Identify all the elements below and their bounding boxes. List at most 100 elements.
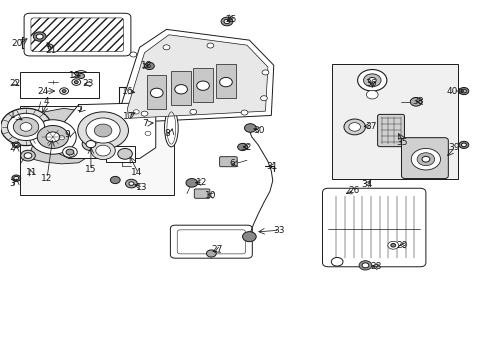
Circle shape <box>150 88 163 98</box>
Circle shape <box>20 150 35 161</box>
Circle shape <box>14 176 19 180</box>
Circle shape <box>86 118 120 143</box>
Text: 4: 4 <box>43 97 49 106</box>
FancyBboxPatch shape <box>170 225 252 258</box>
Text: 14: 14 <box>131 168 142 177</box>
Bar <box>105 146 135 162</box>
Text: 36: 36 <box>365 80 376 89</box>
Text: 5: 5 <box>76 104 82 113</box>
Circle shape <box>14 143 18 146</box>
Circle shape <box>74 81 78 84</box>
Text: 10: 10 <box>204 190 216 199</box>
Text: 30: 30 <box>253 126 264 135</box>
Circle shape <box>461 143 466 147</box>
Text: 38: 38 <box>412 97 424 106</box>
FancyBboxPatch shape <box>194 189 209 198</box>
Text: 21: 21 <box>45 46 57 55</box>
Text: 34: 34 <box>361 180 372 189</box>
Circle shape <box>242 231 256 242</box>
Circle shape <box>421 156 429 162</box>
Ellipse shape <box>164 109 178 147</box>
Text: 29: 29 <box>396 241 407 250</box>
Circle shape <box>244 124 256 132</box>
Circle shape <box>343 119 365 135</box>
Text: 12: 12 <box>41 174 52 183</box>
Circle shape <box>125 179 137 188</box>
Circle shape <box>409 98 421 106</box>
Text: 15: 15 <box>84 166 96 175</box>
Circle shape <box>94 124 112 137</box>
Text: 27: 27 <box>211 246 222 255</box>
Circle shape <box>416 153 434 166</box>
Circle shape <box>60 88 68 94</box>
Text: 8: 8 <box>163 129 169 138</box>
Text: 16: 16 <box>122 86 133 95</box>
FancyBboxPatch shape <box>322 188 425 267</box>
Circle shape <box>387 241 398 249</box>
Polygon shape <box>171 71 190 105</box>
Text: 26: 26 <box>347 185 359 194</box>
Circle shape <box>410 148 440 170</box>
Text: 39: 39 <box>447 143 459 152</box>
Text: 22: 22 <box>9 80 20 89</box>
Circle shape <box>133 110 139 114</box>
Text: 33: 33 <box>272 226 284 235</box>
Text: 25: 25 <box>224 15 236 24</box>
Circle shape <box>458 141 468 148</box>
Circle shape <box>219 77 232 87</box>
Circle shape <box>206 250 216 257</box>
Polygon shape <box>193 68 212 102</box>
Circle shape <box>461 89 466 93</box>
Circle shape <box>66 149 74 155</box>
Circle shape <box>96 145 110 156</box>
Circle shape <box>29 120 76 154</box>
Circle shape <box>174 85 187 94</box>
Bar <box>20 72 99 98</box>
Text: 3: 3 <box>9 179 15 188</box>
Circle shape <box>262 70 268 75</box>
Text: 24: 24 <box>37 86 48 95</box>
Circle shape <box>74 71 88 81</box>
Text: 9: 9 <box>64 130 70 139</box>
Text: 35: 35 <box>396 138 407 147</box>
Text: 13: 13 <box>136 183 147 192</box>
Circle shape <box>0 108 51 145</box>
FancyBboxPatch shape <box>401 138 447 179</box>
Text: 7: 7 <box>142 119 147 128</box>
Circle shape <box>163 45 169 50</box>
FancyBboxPatch shape <box>377 114 404 147</box>
Text: 31: 31 <box>266 162 277 171</box>
Circle shape <box>221 17 232 26</box>
Circle shape <box>196 81 209 90</box>
Circle shape <box>260 96 267 101</box>
Circle shape <box>59 135 64 140</box>
Circle shape <box>330 257 342 266</box>
Circle shape <box>361 263 368 268</box>
Circle shape <box>7 113 44 140</box>
Circle shape <box>78 73 84 78</box>
Polygon shape <box>216 64 235 98</box>
Circle shape <box>458 87 468 95</box>
Circle shape <box>237 143 247 150</box>
Circle shape <box>118 148 132 159</box>
Circle shape <box>363 74 380 87</box>
Circle shape <box>33 32 46 41</box>
Circle shape <box>12 142 20 148</box>
Circle shape <box>13 118 39 136</box>
Polygon shape <box>54 103 156 158</box>
Text: 1: 1 <box>9 111 15 120</box>
Text: 18: 18 <box>141 62 152 71</box>
Bar <box>20 106 173 195</box>
Text: 2: 2 <box>9 143 15 152</box>
Circle shape <box>145 131 151 135</box>
Text: 6: 6 <box>229 159 235 168</box>
Circle shape <box>185 179 197 187</box>
Circle shape <box>62 90 66 93</box>
Text: 40: 40 <box>446 86 457 95</box>
Circle shape <box>141 111 148 116</box>
Polygon shape <box>25 108 98 164</box>
Circle shape <box>110 176 120 184</box>
Polygon shape <box>127 35 267 118</box>
Circle shape <box>62 147 77 157</box>
Circle shape <box>224 19 229 24</box>
